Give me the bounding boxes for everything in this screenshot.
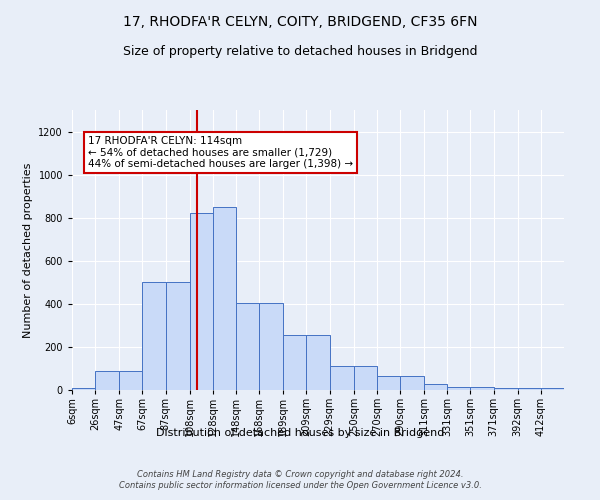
Bar xyxy=(470,387,494,390)
Bar xyxy=(166,282,190,390)
Text: 17, RHODFA'R CELYN, COITY, BRIDGEND, CF35 6FN: 17, RHODFA'R CELYN, COITY, BRIDGEND, CF3… xyxy=(123,15,477,29)
Y-axis label: Number of detached properties: Number of detached properties xyxy=(23,162,33,338)
Bar xyxy=(190,214,213,390)
Bar xyxy=(236,303,259,390)
Bar xyxy=(142,282,166,390)
Text: 17 RHODFA'R CELYN: 114sqm
← 54% of detached houses are smaller (1,729)
44% of se: 17 RHODFA'R CELYN: 114sqm ← 54% of detac… xyxy=(88,136,353,169)
Bar xyxy=(329,366,354,390)
Bar xyxy=(72,388,95,390)
Bar xyxy=(259,303,283,390)
Bar xyxy=(354,366,377,390)
Bar xyxy=(283,335,307,390)
Text: Contains HM Land Registry data © Crown copyright and database right 2024.
Contai: Contains HM Land Registry data © Crown c… xyxy=(119,470,481,490)
Bar xyxy=(119,370,142,390)
Text: Distribution of detached houses by size in Bridgend: Distribution of detached houses by size … xyxy=(156,428,444,438)
Bar xyxy=(448,387,470,390)
Bar xyxy=(541,388,564,390)
Bar xyxy=(213,207,236,390)
Bar xyxy=(494,388,518,390)
Bar xyxy=(518,388,541,390)
Bar xyxy=(377,376,400,390)
Bar xyxy=(424,384,448,390)
Bar xyxy=(95,370,119,390)
Text: Size of property relative to detached houses in Bridgend: Size of property relative to detached ho… xyxy=(123,45,477,58)
Bar xyxy=(307,335,329,390)
Bar xyxy=(400,376,424,390)
